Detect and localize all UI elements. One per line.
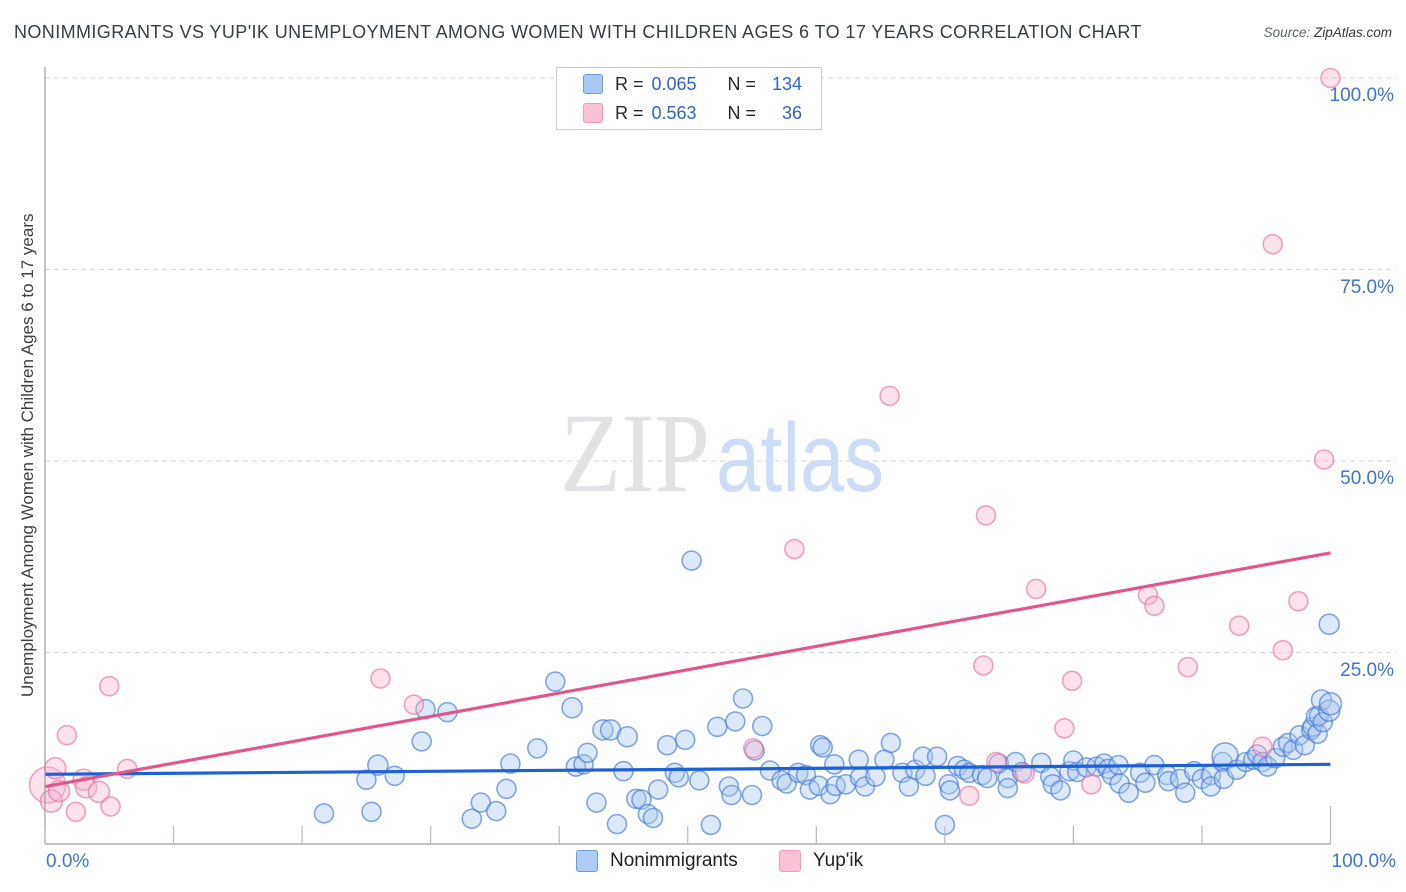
watermark-atlas: atlas bbox=[716, 403, 884, 512]
y-tick-label: 100.0% bbox=[1329, 85, 1394, 106]
series-yupik bbox=[28, 67, 1341, 823]
n-label: N = bbox=[727, 102, 757, 123]
r-label: R = bbox=[615, 102, 644, 123]
watermark: ZIP atlas bbox=[560, 391, 884, 516]
yupik-swatch-icon bbox=[583, 103, 603, 123]
trend-lines bbox=[44, 551, 1331, 789]
series-nonimmigrants bbox=[313, 550, 1343, 836]
watermark-zip: ZIP bbox=[560, 391, 710, 516]
axes bbox=[44, 67, 1332, 845]
r-label: R = bbox=[615, 73, 644, 94]
x-axis-label-min: 0.0% bbox=[46, 851, 90, 872]
stats-row-nonimmigrants: R = 0.065 N = 134 bbox=[583, 72, 821, 96]
n-label: N = bbox=[727, 73, 757, 94]
r-value: 0.065 bbox=[651, 73, 697, 94]
x-axis-label-max: 100.0% bbox=[1331, 851, 1396, 872]
y-tick-label: 50.0% bbox=[1340, 468, 1394, 489]
stats-row-yupik: R = 0.563 N = 36 bbox=[583, 101, 821, 125]
n-value: 36 bbox=[782, 102, 803, 123]
source-prefix: Source: bbox=[1263, 25, 1311, 40]
source-name[interactable]: ZipAtlas.com bbox=[1313, 25, 1392, 40]
gridlines bbox=[45, 77, 1396, 653]
y-tick-label: 75.0% bbox=[1340, 276, 1394, 298]
nonimmigrants-swatch-icon bbox=[583, 74, 603, 94]
y-tick-label: 25.0% bbox=[1340, 659, 1394, 681]
r-value: 0.563 bbox=[651, 102, 697, 123]
correlation-stats-box: R = 0.065 N = 134 R = 0.563 N = 36 bbox=[556, 67, 822, 130]
source-attribution: Source: ZipAtlas.com bbox=[1264, 25, 1392, 40]
n-value: 134 bbox=[771, 73, 803, 94]
page-title: NONIMMIGRANTS VS YUP'IK UNEMPLOYMENT AMO… bbox=[14, 22, 1142, 42]
